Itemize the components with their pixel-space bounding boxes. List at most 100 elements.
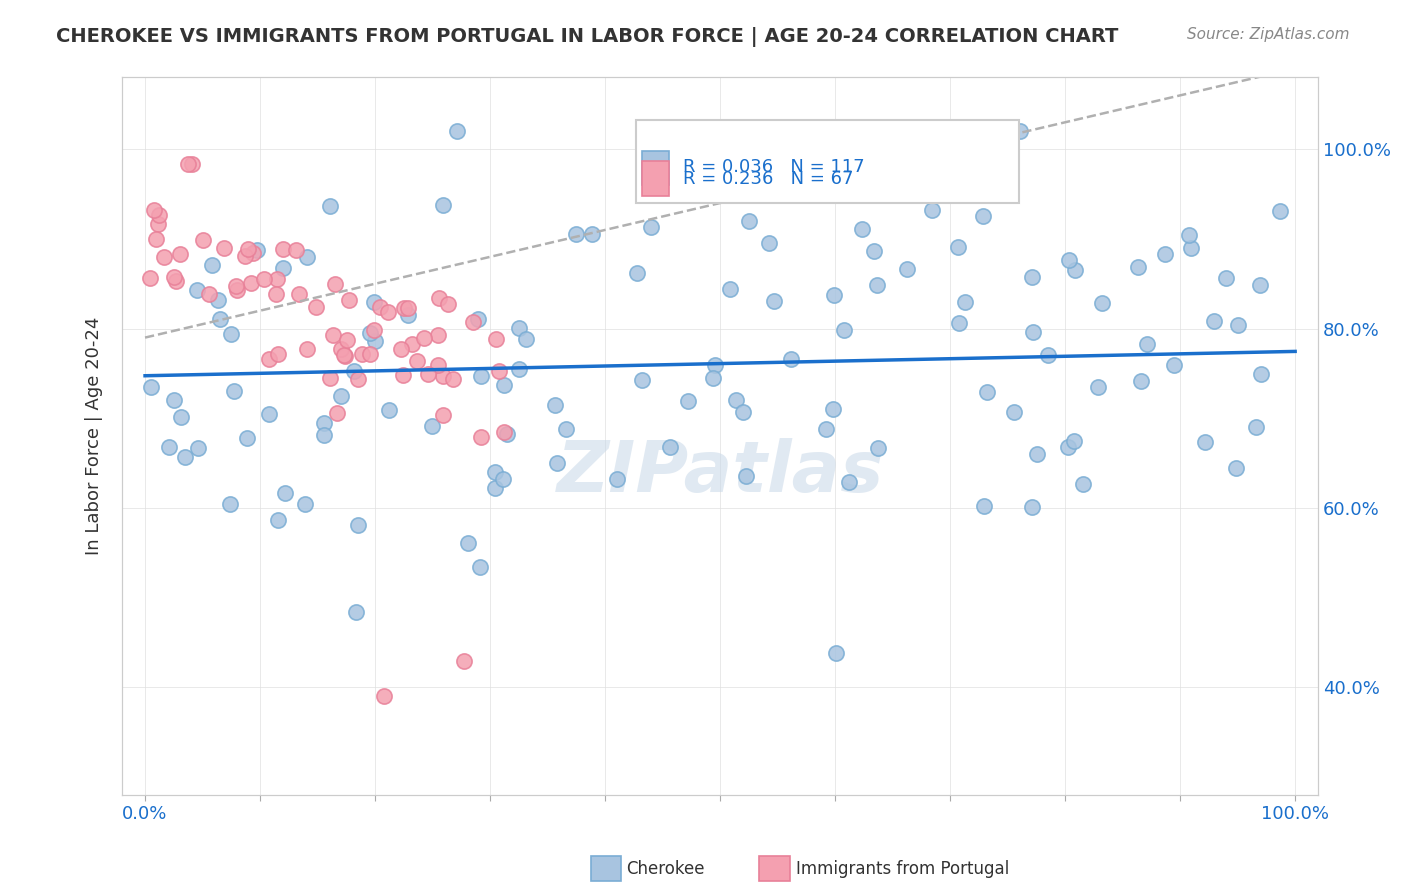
Text: Source: ZipAtlas.com: Source: ZipAtlas.com <box>1187 27 1350 42</box>
Point <box>565 227 588 241</box>
Point <box>378 403 401 417</box>
Point <box>333 349 356 363</box>
Point <box>453 653 475 667</box>
Point <box>141 379 163 393</box>
Point <box>544 398 567 412</box>
Point <box>208 312 231 326</box>
Point <box>177 157 200 171</box>
Point <box>323 277 346 292</box>
Point <box>274 485 297 500</box>
Point <box>626 266 648 280</box>
Point <box>359 347 381 361</box>
Point <box>737 213 759 227</box>
Point <box>488 364 510 378</box>
Point <box>725 393 748 408</box>
Point <box>1204 314 1226 328</box>
Point <box>401 336 423 351</box>
Point <box>418 367 440 381</box>
Point <box>555 422 578 436</box>
Point <box>1021 500 1043 515</box>
Point <box>346 518 368 533</box>
Point <box>1178 227 1201 242</box>
Point <box>319 198 342 212</box>
Point <box>329 343 352 357</box>
Text: R = 0.236   N = 67: R = 0.236 N = 67 <box>683 169 853 187</box>
Point <box>314 428 336 442</box>
Point <box>470 368 492 383</box>
Point <box>337 293 360 308</box>
Point <box>295 250 318 264</box>
Point <box>266 271 288 285</box>
Point <box>219 497 242 511</box>
Point <box>702 370 724 384</box>
Point <box>457 535 479 549</box>
Point <box>359 326 381 341</box>
Point <box>253 272 276 286</box>
Point <box>145 232 167 246</box>
Point <box>166 274 188 288</box>
Point <box>1022 325 1045 339</box>
Point <box>658 440 681 454</box>
Point <box>896 261 918 276</box>
Text: CHEROKEE VS IMMIGRANTS FROM PORTUGAL IN LABOR FORCE | AGE 20-24 CORRELATION CHAR: CHEROKEE VS IMMIGRANTS FROM PORTUGAL IN … <box>56 27 1119 46</box>
Point <box>1002 405 1025 419</box>
Point <box>271 242 294 256</box>
Point <box>259 352 281 367</box>
Point <box>1227 318 1250 333</box>
Point <box>426 358 449 372</box>
Point <box>219 327 242 342</box>
Point <box>1163 359 1185 373</box>
Point <box>955 294 977 309</box>
Point <box>733 404 755 418</box>
Point <box>838 475 860 489</box>
Point <box>295 342 318 356</box>
Point <box>363 323 385 337</box>
Point <box>143 202 166 217</box>
Point <box>948 316 970 330</box>
Point <box>630 373 652 387</box>
Point <box>868 441 890 455</box>
Point <box>377 304 399 318</box>
Point <box>233 249 256 263</box>
Point <box>436 297 458 311</box>
Point <box>344 605 367 619</box>
Point <box>226 283 249 297</box>
Point <box>1008 124 1031 138</box>
Point <box>432 408 454 422</box>
Point <box>735 468 758 483</box>
Point <box>163 392 186 407</box>
Point <box>1136 337 1159 351</box>
Point <box>1250 368 1272 382</box>
Point <box>352 347 374 361</box>
Point <box>832 323 855 337</box>
Point <box>508 321 530 335</box>
Point <box>718 282 741 296</box>
Point <box>823 287 845 301</box>
Point <box>343 364 366 378</box>
Point <box>779 352 801 367</box>
Point <box>1268 204 1291 219</box>
Point <box>288 287 311 301</box>
Point <box>336 333 359 347</box>
Point <box>1021 269 1043 284</box>
Point <box>1194 434 1216 449</box>
Point <box>1244 420 1267 434</box>
Point <box>363 334 385 349</box>
Point <box>606 472 628 486</box>
Point <box>1056 440 1078 454</box>
Point <box>758 235 780 250</box>
Point <box>294 497 316 511</box>
Point <box>169 247 191 261</box>
Point <box>495 427 517 442</box>
Point <box>492 472 515 486</box>
FancyBboxPatch shape <box>637 120 1019 203</box>
Point <box>432 369 454 384</box>
Point <box>225 279 247 293</box>
Point <box>640 220 662 235</box>
Point <box>703 359 725 373</box>
Point <box>305 301 328 315</box>
Point <box>267 513 290 527</box>
Point <box>946 240 969 254</box>
Point <box>373 690 395 704</box>
Point <box>508 362 530 376</box>
